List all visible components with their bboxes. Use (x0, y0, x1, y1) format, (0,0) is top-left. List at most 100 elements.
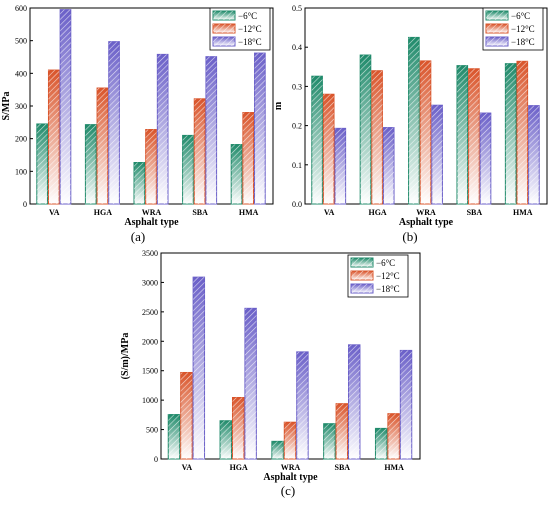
bar-hatch (431, 105, 443, 204)
y-tick-label: 500 (15, 37, 27, 46)
y-axis-title: m (273, 101, 284, 110)
bar-hatch (193, 277, 205, 459)
legend-label: −6°C (376, 258, 395, 268)
x-tick-label: VA (182, 463, 193, 472)
legend-swatch-hatch (351, 284, 373, 293)
panel-label: (c) (281, 483, 295, 498)
legend: −6°C −12°C −18°C (347, 254, 409, 298)
legend-label: −18°C (238, 37, 262, 47)
x-axis-title: Asphalt type (263, 472, 318, 483)
bar-hatch (348, 344, 360, 459)
x-tick-label: HMA (384, 463, 404, 472)
x-axis-title: Asphalt type (399, 217, 454, 228)
bar-hatch (271, 441, 284, 459)
y-tick-label: 300 (15, 102, 27, 111)
bar-hatch (60, 9, 71, 205)
bar-hatch (360, 55, 371, 204)
bar-hatch (480, 113, 491, 204)
x-tick-label: WRA (416, 208, 436, 217)
bar-hatch (323, 423, 336, 459)
x-tick-label: HGA (94, 208, 112, 217)
bar-hatch (48, 70, 60, 204)
bar-hatch (371, 70, 383, 204)
bar-hatch (335, 128, 346, 204)
y-tick-label: 3000 (142, 278, 158, 287)
bar-hatch (242, 112, 254, 204)
y-tick-label: 2500 (142, 308, 158, 317)
legend-label: −12°C (238, 24, 262, 34)
bar-hatch (408, 37, 420, 205)
legend-swatch-hatch (351, 258, 373, 267)
y-tick-label: 0.3 (292, 82, 302, 91)
x-tick-label: VA (49, 208, 60, 217)
y-tick-label: 3500 (142, 249, 158, 258)
x-tick-label: SBA (335, 463, 351, 472)
bar-hatch (456, 65, 468, 205)
legend-swatch-hatch (213, 37, 235, 46)
bar-hatch (180, 372, 193, 459)
x-tick-label: WRA (281, 463, 301, 472)
bar-hatch (336, 403, 348, 459)
legend-swatch-hatch (486, 24, 508, 33)
y-tick-label: 200 (15, 135, 27, 144)
bar-hatch (134, 162, 145, 204)
x-tick-label: HGA (368, 208, 386, 217)
legend-label: −6°C (238, 11, 257, 21)
legend-label: −18°C (376, 284, 400, 294)
legend-swatch-hatch (213, 24, 235, 33)
legend-swatch-hatch (486, 37, 508, 46)
bar-hatch (516, 61, 528, 205)
y-tick-label: 0.2 (292, 122, 302, 131)
y-tick-label: 0 (23, 200, 27, 209)
legend-label: −12°C (376, 271, 400, 281)
bar-hatch (205, 56, 217, 204)
x-tick-label: VA (324, 208, 335, 217)
bar-hatch (311, 76, 323, 204)
bar-hatch (383, 127, 395, 204)
chart-panel-1: 0 100 200 300 400 500 600 VA HGA WRA SBA HMA Asphalt… (1, 4, 274, 244)
bar-hatch (420, 60, 431, 204)
bar-hatch (254, 53, 266, 204)
legend-label: −6°C (511, 11, 530, 21)
bar-hatch (157, 54, 168, 205)
bar-hatch (220, 420, 232, 459)
y-tick-label: 400 (15, 69, 27, 78)
y-tick-label: 0.4 (292, 43, 302, 52)
x-tick-label: SBA (467, 208, 483, 217)
y-tick-label: 0.1 (292, 161, 302, 170)
y-tick-label: 2000 (142, 337, 158, 346)
bar-hatch (145, 129, 157, 204)
x-tick-label: HMA (239, 208, 259, 217)
legend-label: −18°C (511, 37, 535, 47)
bar-hatch (505, 63, 516, 204)
bar-hatch (36, 123, 48, 204)
bar-hatch (85, 124, 97, 204)
legend-swatch-hatch (486, 11, 508, 20)
bar-hatch (168, 414, 180, 459)
y-tick-label: 600 (15, 4, 27, 13)
bar-hatch (182, 135, 194, 204)
bar-hatch (284, 422, 296, 459)
bar-hatch (468, 68, 480, 204)
x-tick-label: HMA (513, 208, 533, 217)
x-axis-title: Asphalt type (124, 217, 179, 228)
bar-hatch (375, 428, 387, 459)
bar-hatch (296, 351, 309, 459)
legend: −6°C −12°C −18°C (482, 7, 544, 51)
legend-swatch-hatch (351, 271, 373, 280)
y-tick-label: 0.5 (292, 4, 302, 13)
chart-panel-3: 0 500 1000 1500 2000 2500 3000 3500 VA HGA WRA SBA H… (120, 249, 421, 498)
bar-hatch (528, 105, 540, 204)
bar-hatch (97, 88, 108, 204)
bar-hatch (194, 98, 205, 204)
bar-hatch (323, 94, 335, 204)
bar-hatch (400, 350, 412, 459)
y-tick-label: 1000 (142, 396, 158, 405)
x-tick-label: SBA (192, 208, 208, 217)
bar-hatch (232, 397, 244, 459)
bar-hatch (244, 308, 257, 459)
bar-hatch (387, 413, 400, 459)
y-tick-label: 100 (15, 167, 27, 176)
legend: −6°C −12°C −18°C (209, 7, 271, 51)
